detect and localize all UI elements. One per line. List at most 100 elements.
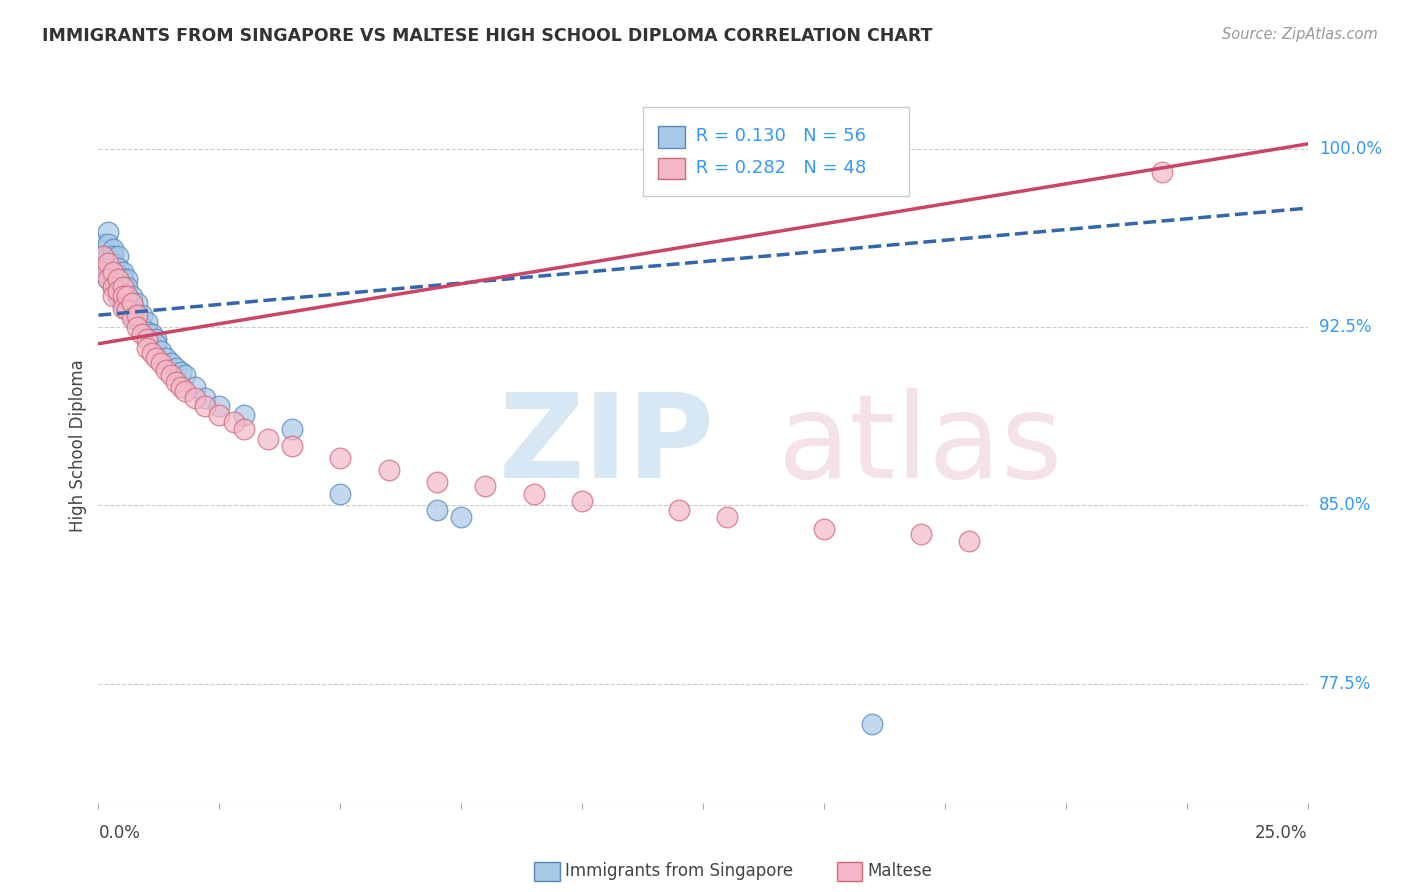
Point (127, 296, 149, 310)
Point (91, 249, 114, 263)
Point (668, 503, 690, 517)
Text: ZIP: ZIP (498, 389, 714, 503)
Point (101, 279, 124, 293)
Point (232, 408, 254, 422)
Point (377, 463, 399, 477)
Point (716, 510, 738, 524)
Point (117, 301, 139, 315)
Point (135, 325, 157, 339)
Point (111, 289, 134, 303)
Point (194, 392, 217, 406)
Point (97, 256, 120, 270)
Y-axis label: High School Diploma: High School Diploma (69, 359, 87, 533)
Point (910, 527, 932, 541)
Point (127, 308, 149, 322)
Point (208, 399, 231, 413)
Point (91, 249, 114, 263)
Point (160, 356, 183, 370)
Point (91, 236, 114, 251)
Point (281, 439, 304, 453)
Point (107, 272, 129, 286)
Point (121, 310, 143, 325)
Point (97, 260, 120, 275)
Text: Maltese: Maltese (868, 863, 932, 880)
Point (155, 351, 177, 365)
Point (101, 289, 124, 303)
Point (111, 301, 134, 315)
Point (121, 308, 143, 322)
Point (111, 272, 134, 286)
Point (169, 365, 191, 379)
Point (232, 422, 254, 436)
Point (208, 408, 231, 422)
Text: Source: ZipAtlas.com: Source: ZipAtlas.com (1222, 27, 1378, 42)
Point (101, 265, 124, 279)
Point (91, 265, 114, 279)
Point (860, 717, 883, 731)
Text: 85.0%: 85.0% (1319, 497, 1371, 515)
Point (131, 308, 153, 322)
Point (135, 332, 157, 346)
Point (117, 272, 139, 286)
Point (329, 450, 352, 465)
Point (141, 346, 163, 360)
Point (101, 272, 124, 286)
Point (145, 351, 167, 365)
Point (117, 279, 139, 293)
FancyBboxPatch shape (643, 107, 908, 196)
Point (169, 379, 191, 393)
Point (121, 296, 143, 310)
Point (127, 308, 149, 322)
Point (111, 279, 134, 293)
Text: R = 0.130   N = 56: R = 0.130 N = 56 (690, 128, 866, 145)
Point (135, 342, 157, 356)
Point (150, 343, 173, 358)
Point (101, 242, 124, 256)
Point (111, 289, 134, 303)
Point (256, 432, 278, 446)
Point (184, 392, 207, 406)
Point (91, 260, 114, 275)
Point (813, 522, 835, 536)
Point (121, 289, 143, 303)
Point (426, 503, 449, 517)
Point (107, 282, 129, 296)
Point (281, 422, 304, 436)
Point (111, 296, 134, 310)
Point (165, 375, 187, 389)
Point (1152, 165, 1174, 179)
Point (117, 289, 139, 303)
Point (174, 368, 197, 382)
Point (121, 296, 143, 310)
Point (107, 260, 129, 275)
Point (222, 415, 245, 429)
Point (97, 272, 120, 286)
Text: 92.5%: 92.5% (1319, 318, 1371, 336)
Point (957, 534, 980, 549)
Point (127, 320, 149, 334)
Point (111, 279, 134, 293)
Point (523, 486, 546, 500)
Point (150, 356, 173, 370)
Point (174, 384, 197, 399)
Point (194, 399, 217, 413)
Point (450, 510, 472, 524)
Point (131, 327, 153, 342)
Point (107, 268, 129, 282)
Point (329, 486, 352, 500)
Point (160, 368, 183, 382)
Text: R = 0.282   N = 48: R = 0.282 N = 48 (690, 159, 866, 177)
FancyBboxPatch shape (658, 158, 685, 179)
Point (135, 315, 157, 329)
Point (184, 379, 207, 393)
Point (101, 256, 124, 270)
Point (145, 336, 167, 351)
Point (107, 249, 129, 263)
Point (165, 360, 187, 375)
Point (107, 275, 129, 289)
Text: IMMIGRANTS FROM SINGAPORE VS MALTESE HIGH SCHOOL DIPLOMA CORRELATION CHART: IMMIGRANTS FROM SINGAPORE VS MALTESE HIG… (42, 27, 932, 45)
Text: 77.5%: 77.5% (1319, 675, 1371, 693)
Point (117, 289, 139, 303)
Point (97, 272, 120, 286)
Point (107, 285, 129, 299)
